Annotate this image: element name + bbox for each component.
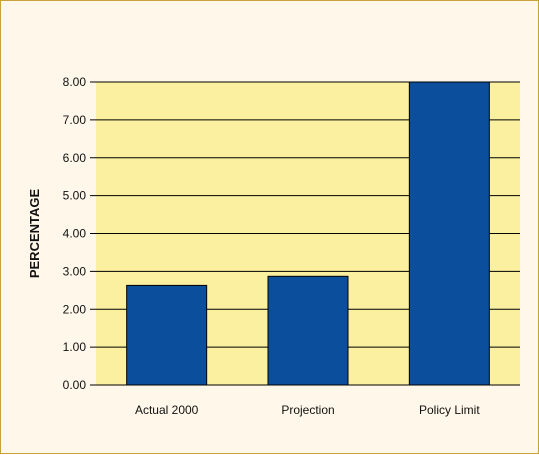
- bar-policy-limit: [408, 81, 490, 386]
- x-category-label: Projection: [281, 403, 334, 417]
- y-tick-label: 4.00: [63, 227, 87, 241]
- bar-actual-2000: [126, 284, 208, 386]
- y-tick-label: 6.00: [63, 151, 87, 165]
- bar-projection: [267, 275, 349, 386]
- y-tick-label: 3.00: [63, 264, 87, 278]
- bars: [126, 81, 490, 386]
- y-tick-label: 8.00: [63, 75, 87, 89]
- x-category-label: Policy Limit: [419, 403, 480, 417]
- y-tick-label: 0.00: [63, 378, 87, 392]
- y-tick-label: 7.00: [63, 113, 87, 127]
- x-category-labels: Actual 2000 Projection Policy Limit: [135, 403, 480, 417]
- y-tick-labels: 0.00 1.00 2.00 3.00 4.00 5.00 6.00 7.00 8.00: [63, 75, 87, 392]
- y-tick-label: 5.00: [63, 189, 87, 203]
- x-category-label: Actual 2000: [135, 403, 199, 417]
- y-tick-label: 2.00: [63, 302, 87, 316]
- y-axis-title: PERCENTAGE: [27, 189, 42, 279]
- y-tick-label: 1.00: [63, 340, 87, 354]
